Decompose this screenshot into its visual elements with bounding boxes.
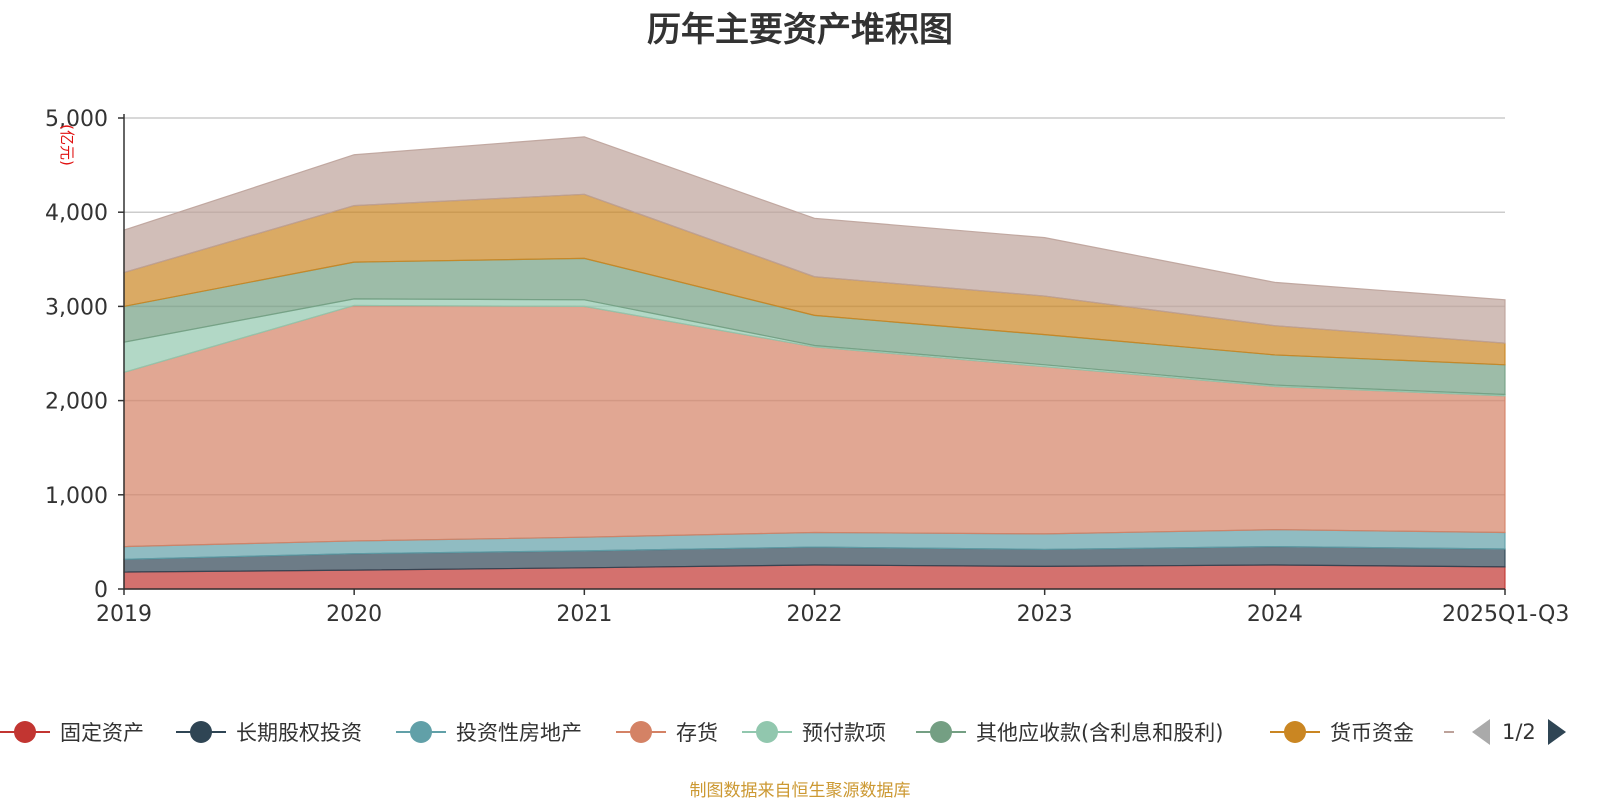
legend-label: 其他应收款(含利息和股利) [976,721,1224,745]
legend-item[interactable]: 预付款项 [742,712,886,752]
legend-page-indicator: 1/2 [1502,720,1536,744]
legend-item[interactable]: 其他应收款(含利息和股利) [916,712,1223,752]
legend-marker-icon [1270,717,1320,747]
legend-marker-icon [616,717,666,747]
y-tick-label: 5,000 [45,107,108,132]
legend-marker-icon [916,717,966,747]
y-axis-label: (亿元) [58,124,76,166]
legend-marker-icon [176,717,226,747]
legend-item[interactable]: 货币资金 [1270,712,1414,752]
y-tick-label: 0 [94,578,108,603]
x-tick-label: 2024 [1247,602,1303,627]
legend-prev-page-icon[interactable] [1472,719,1490,745]
legend-label: 存货 [676,721,718,745]
x-tick-label: 2022 [787,602,843,627]
legend-marker-icon [742,717,792,747]
x-tick-label: 2019 [96,602,152,627]
y-tick-label: 2,000 [45,390,108,415]
chart-title: 历年主要资产堆积图 [647,10,953,50]
x-tick-label: 2021 [556,602,612,627]
legend-label: 预付款项 [802,721,886,745]
legend-marker-icon [396,717,446,747]
source-footer: 制图数据来自恒生聚源数据库 [689,781,911,801]
legend-label: 投资性房地产 [456,721,582,745]
x-tick-label: 2023 [1017,602,1073,627]
legend-label: 货币资金 [1330,721,1414,745]
legend-pager: 1/2 [1472,712,1566,752]
legend-label: 长期股权投资 [236,721,362,745]
x-tick-label: 2025Q1-Q3 [1442,602,1569,627]
legend-label: 固定资产 [60,721,144,745]
legend-marker-icon [0,717,50,747]
y-tick-label: 4,000 [45,201,108,226]
legend-next-page-icon[interactable] [1547,719,1566,745]
legend: 固定资产 长期股权投资 投资性房地产 存货 预付款项 其他应收款(含利息和股利) 货币资金 1… [0,712,1600,752]
stacked-area-chart: 0 1,000 2,000 3,000 4,000 5,000 2019 2020 2021 20… [45,107,1569,627]
legend-item[interactable]: 长期股权投资 [176,712,362,752]
area-series [123,136,1506,344]
x-tick-label: 2020 [326,602,382,627]
legend-item[interactable]: 存货 [616,712,718,752]
legend-item[interactable]: 固定资产 [0,712,144,752]
legend-item[interactable]: 投资性房地产 [396,712,582,752]
y-tick-label: 3,000 [45,295,108,320]
y-tick-label: 1,000 [45,484,108,509]
